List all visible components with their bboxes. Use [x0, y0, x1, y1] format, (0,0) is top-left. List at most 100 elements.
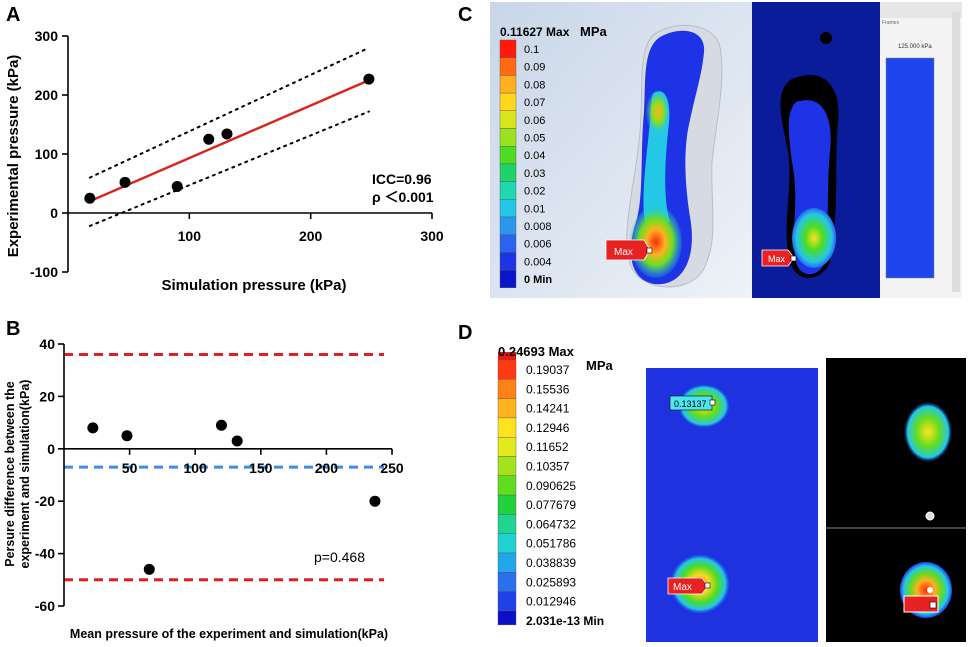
- chart-a-ci-lower: [88, 110, 370, 227]
- legend-c-swatch: [499, 163, 517, 182]
- chart-a-ytick-label: -100: [30, 264, 58, 280]
- chart-b-point: [215, 419, 227, 431]
- legend-c-swatch: [499, 199, 517, 218]
- legend-d-swatch: [497, 456, 517, 476]
- scale-window-value: 125.000 kPa: [898, 44, 932, 50]
- legend-d-swatch: [497, 552, 517, 573]
- chart-a-xlabel: Simulation pressure (kPa): [161, 277, 346, 294]
- chart-a-xtick-label: 300: [420, 228, 444, 244]
- legend-c-label: 0.07: [524, 97, 545, 109]
- chart-b-xtick-label: 200: [315, 460, 339, 476]
- legend-c-swatch: [499, 252, 517, 271]
- chart-a-ytick-label: 0: [50, 205, 58, 221]
- panel-c-svg: 0.1 0.09 0.08 0.07 0.06 0.05 0.04 0.03 0.02 0.01 0…: [490, 2, 962, 298]
- legend-d-swatch: [497, 379, 517, 399]
- legend-d-label: 0.051786: [526, 537, 576, 551]
- chart-b-point: [87, 422, 99, 434]
- chart-b-xlabel: Mean pressure of the experiment and simu…: [70, 627, 388, 641]
- legend-c-label: 0.03: [524, 168, 545, 180]
- shoe-heel-hotspot: [792, 208, 836, 268]
- max-marker-d-dot: [704, 582, 711, 589]
- contour-d-right-top-spot: [904, 402, 952, 462]
- legend-d: 0.19037 0.15536 0.14241 0.12946 0.11652 0.103…: [497, 352, 604, 628]
- legend-c-swatch: [499, 145, 517, 165]
- legend-d-label: 0.10357: [526, 460, 570, 474]
- legend-c-swatch-min: [499, 269, 517, 289]
- panel-label-a: A: [6, 4, 21, 26]
- probe-dot: [709, 399, 716, 406]
- legend-d-label: 0.012946: [526, 595, 576, 609]
- legend-d-title: 0.24693 Max: [498, 344, 575, 359]
- chart-b-point: [231, 435, 243, 447]
- legend-d-swatch: [497, 533, 517, 554]
- legend-d-unit: MPa: [586, 358, 614, 373]
- chart-b-point: [121, 430, 133, 442]
- legend-d-label: 0.025893: [526, 575, 576, 589]
- chart-a-xtick-label: 100: [178, 228, 202, 244]
- chart-a-point: [203, 133, 215, 145]
- panel-d-fem: 0.19037 0.15536 0.14241 0.12946 0.11652 0.103…: [486, 344, 966, 642]
- legend-d-label: 0.12946: [526, 421, 570, 435]
- scale-window-header: [880, 2, 962, 18]
- max-marker-c2: [761, 249, 795, 267]
- legend-d-label: 0.15536: [526, 382, 570, 396]
- panel-label-c: C: [458, 4, 473, 26]
- legend-d-swatch-max: [498, 352, 516, 360]
- scale-window-bar: [885, 57, 935, 279]
- chart-b-ytick-label: -60: [35, 598, 55, 614]
- panel-c-fem: 0.1 0.09 0.08 0.07 0.06 0.05 0.04 0.03 0.02 0.01 0…: [490, 2, 962, 298]
- legend-c: 0.1 0.09 0.08 0.07 0.06 0.05 0.04 0.03 0.02 0.01 0…: [499, 39, 552, 289]
- chart-a-ylabel: Experimental pressure (kPa): [5, 55, 22, 258]
- chart-a-annotation-p: ρ ＜0.001: [372, 189, 434, 205]
- legend-c-label: 0.01: [524, 203, 545, 215]
- legend-c-title: 0.11627 Max: [500, 25, 570, 39]
- legend-d-label: 0.19037: [526, 363, 570, 377]
- legend-c-swatch: [499, 57, 517, 76]
- legend-d-swatch: [497, 398, 517, 419]
- chart-b-xtick-label: 250: [380, 460, 404, 476]
- chart-a-correlation: -100 0 100 200 300 100 200 300 Simulation press…: [5, 28, 444, 294]
- max-marker-d: [667, 577, 709, 595]
- legend-c-swatch: [499, 92, 517, 111]
- legend-d-swatch: [497, 514, 517, 534]
- panel-d-svg: 0.19037 0.15536 0.14241 0.12946 0.11652 0.103…: [497, 344, 966, 642]
- legend-d-label: 0.11652: [526, 440, 569, 454]
- chart-a-ytick-label: 100: [35, 146, 59, 162]
- chart-b-xtick-label: 50: [122, 460, 138, 476]
- max-marker-c2-dot: [790, 255, 797, 262]
- legend-d-label: 0.038839: [526, 556, 576, 570]
- max-marker-d-label: Max: [673, 582, 692, 593]
- chart-b-ytick-label: -20: [35, 493, 55, 509]
- max-marker-d2-point: [927, 587, 933, 593]
- legend-c-label: 0.05: [524, 133, 545, 145]
- chart-b-ytick-label: -40: [35, 546, 55, 562]
- chart-a-point: [363, 73, 375, 85]
- legend-c-bottom: 0 Min: [524, 274, 552, 286]
- scale-window-scrollbar[interactable]: [952, 12, 960, 292]
- legend-c-swatch: [499, 234, 517, 253]
- legend-c-label: 0.006: [524, 239, 552, 251]
- chart-b-point: [369, 495, 381, 507]
- chart-b-bland-altman: -60 -40 -20 0 20 40 50 100 150 200 250 Mean pressu…: [3, 336, 404, 641]
- legend-c-swatch: [499, 181, 517, 200]
- chart-a-point: [84, 192, 96, 204]
- chart-a-point: [221, 128, 233, 140]
- legend-c-label: 0.09: [524, 62, 545, 74]
- chart-b-ytick-label: 0: [47, 441, 55, 457]
- legend-c-label: 0.04: [524, 150, 545, 162]
- legend-d-swatch: [497, 494, 517, 515]
- chart-b-xtick-label: 100: [184, 460, 208, 476]
- legend-c-label: 0.02: [524, 186, 545, 198]
- legend-c-swatch: [499, 39, 517, 58]
- legend-c-label: 0.004: [524, 256, 552, 268]
- chart-b-point: [143, 563, 155, 575]
- legend-d-label: 0.077679: [526, 498, 576, 512]
- chart-a-ytick-label: 200: [35, 87, 59, 103]
- legend-c-swatch: [499, 75, 517, 94]
- legend-c-swatch: [499, 128, 517, 147]
- panel-label-d: D: [458, 322, 473, 344]
- legend-c-label: 0.08: [524, 79, 545, 91]
- legend-c-unit: MPa: [580, 24, 608, 39]
- chart-b-ylabel-line1: Persure difference between the: [3, 381, 17, 567]
- chart-a-annotation-icc: ICC=0.96: [372, 171, 432, 187]
